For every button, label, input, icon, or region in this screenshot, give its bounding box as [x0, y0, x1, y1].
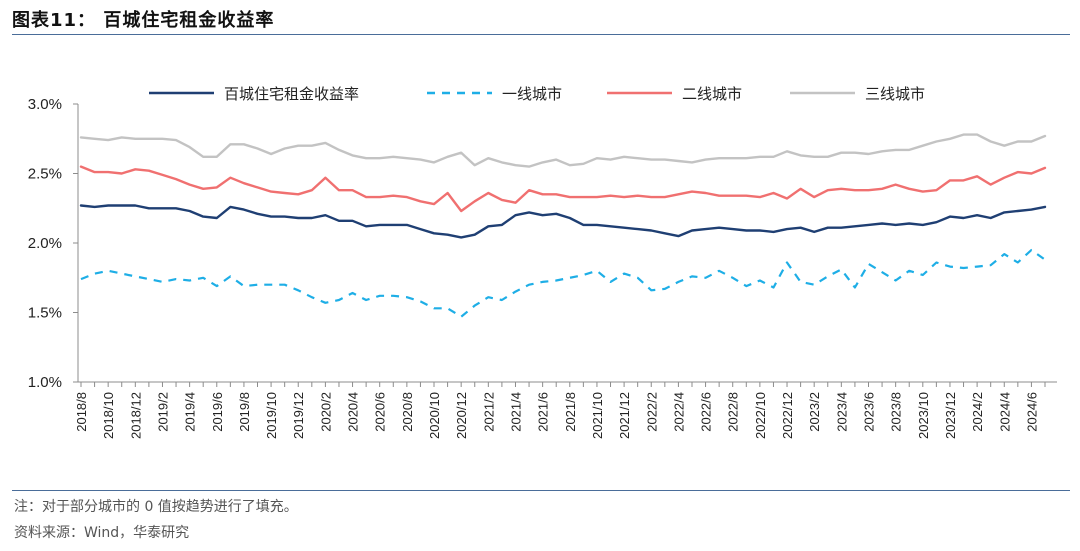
x-tick-label: 2019/4	[183, 392, 198, 432]
x-tick-label: 2020/10	[427, 392, 442, 439]
x-tick-label: 2021/10	[590, 392, 605, 439]
x-tick-label: 2024/2	[970, 392, 985, 432]
chart-legend: 百城住宅租金收益率 一线城市 二线城市 三线城市	[149, 85, 925, 103]
x-tick-label: 2019/8	[237, 392, 252, 432]
x-tick-label: 2018/10	[101, 392, 116, 439]
figure-title: 图表11： 百城住宅租金收益率	[12, 10, 275, 31]
chart-note: 注：对于部分城市的 0 值按趋势进行了填充。	[14, 499, 298, 515]
x-tick-label: 2023/8	[889, 392, 904, 432]
x-tick-label: 2021/2	[481, 392, 496, 432]
x-tick-label: 2022/4	[671, 392, 686, 432]
x-tick-label: 2018/12	[128, 392, 143, 439]
x-tick-label: 2023/12	[943, 392, 958, 439]
series-line-2	[79, 165, 1047, 213]
x-tick-label: 2019/6	[210, 392, 225, 432]
x-tick-label: 2021/6	[536, 392, 551, 432]
title-divider	[12, 34, 1070, 35]
x-tick-label: 2020/4	[346, 392, 361, 432]
line-chart: 百城住宅租金收益率 一线城市 二线城市 三线城市 1.0% 1.5% 2.0% 2.5% 3.…	[28, 85, 1057, 439]
x-tick-label: 2023/6	[861, 392, 876, 432]
legend-label-1: 一线城市	[502, 85, 562, 103]
x-tick-label: 2020/12	[454, 392, 469, 439]
legend-label-2: 二线城市	[682, 85, 742, 103]
x-tick-label: 2021/12	[617, 392, 632, 439]
x-tick-label: 2022/8	[726, 392, 741, 432]
chart-source: 资料来源：Wind，华泰研究	[14, 525, 190, 541]
y-tick-label: 1.5%	[28, 305, 62, 322]
legend-label-0: 百城住宅租金收益率	[224, 85, 359, 103]
x-tick-label: 2019/2	[155, 392, 170, 432]
x-tick-label: 2021/4	[508, 392, 523, 432]
x-tick-label: 2020/6	[373, 392, 388, 432]
x-tick-label: 2023/4	[834, 392, 849, 432]
y-tick-label: 2.5%	[28, 166, 62, 183]
x-tick-label: 2024/6	[1024, 392, 1039, 432]
footer-divider	[12, 490, 1070, 491]
x-tick-label: 2019/12	[291, 392, 306, 439]
x-tick-label: 2022/12	[780, 392, 795, 439]
series-line-0	[79, 204, 1047, 239]
x-tick-label: 2021/8	[563, 392, 578, 432]
legend-label-3: 三线城市	[865, 85, 925, 103]
chart-series	[79, 133, 1047, 318]
series-line-3	[79, 133, 1047, 168]
x-tick-label: 2022/6	[699, 392, 714, 432]
x-tick-label: 2022/2	[644, 392, 659, 432]
series-line-1	[80, 248, 1046, 318]
x-tick-label: 2022/10	[753, 392, 768, 439]
chart-axes: 1.0% 1.5% 2.0% 2.5% 3.0% 2018/8 2018/10 2018/12…	[28, 96, 1057, 439]
x-tick-label: 2023/10	[916, 392, 931, 439]
x-tick-label: 2018/8	[74, 392, 89, 432]
x-tick-label: 2024/4	[997, 392, 1012, 432]
y-tick-label: 2.0%	[28, 235, 62, 252]
y-tick-label: 3.0%	[28, 96, 62, 113]
x-tick-label: 2023/2	[807, 392, 822, 432]
x-tick-label: 2020/8	[400, 392, 415, 432]
x-tick-label: 2020/2	[318, 392, 333, 432]
x-tick-label: 2019/10	[264, 392, 279, 439]
y-tick-label: 1.0%	[28, 374, 62, 391]
